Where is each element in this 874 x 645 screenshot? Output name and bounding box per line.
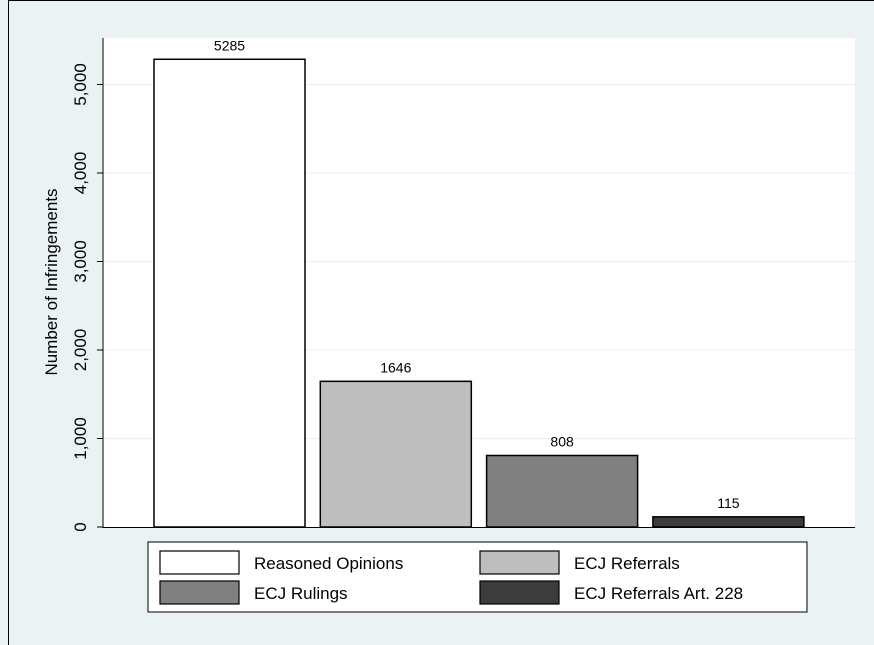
- y-axis-ticks: 0 1,000 2,000 3,000 4,000 5,000: [71, 63, 103, 532]
- legend-box: [147, 541, 808, 613]
- bar-value-label: 808: [550, 433, 574, 449]
- bar-value-labels: 5285 1646 808 115: [214, 37, 740, 511]
- legend-label: ECJ Referrals Art. 228: [574, 584, 743, 603]
- legend-label: Reasoned Opinions: [254, 554, 403, 573]
- y-tick-label: 2,000: [71, 329, 90, 372]
- legend-label: ECJ Referrals: [574, 554, 680, 573]
- legend: Reasoned Opinions ECJ Referrals ECJ Ruling…: [159, 550, 743, 605]
- bar: [319, 380, 473, 528]
- legend-swatch: [479, 550, 560, 575]
- bar-value-label: 5285: [214, 37, 245, 53]
- y-tick-label: 4,000: [71, 152, 90, 195]
- bar-value-label: 1646: [380, 359, 411, 375]
- legend-swatch: [159, 580, 240, 605]
- y-tick-label: 0: [71, 522, 90, 531]
- legend-swatch: [479, 580, 560, 605]
- bar: [652, 516, 805, 528]
- y-axis-title: Number of Infringements: [42, 188, 61, 375]
- bars: [153, 58, 805, 528]
- y-tick-label: 1,000: [71, 417, 90, 460]
- bar: [153, 58, 306, 528]
- bar: [485, 454, 639, 528]
- legend-label: ECJ Rulings: [254, 584, 348, 603]
- legend-swatch: [159, 550, 240, 575]
- bar-value-label: 115: [717, 495, 740, 511]
- y-tick-label: 5,000: [71, 63, 90, 106]
- y-tick-label: 3,000: [71, 240, 90, 283]
